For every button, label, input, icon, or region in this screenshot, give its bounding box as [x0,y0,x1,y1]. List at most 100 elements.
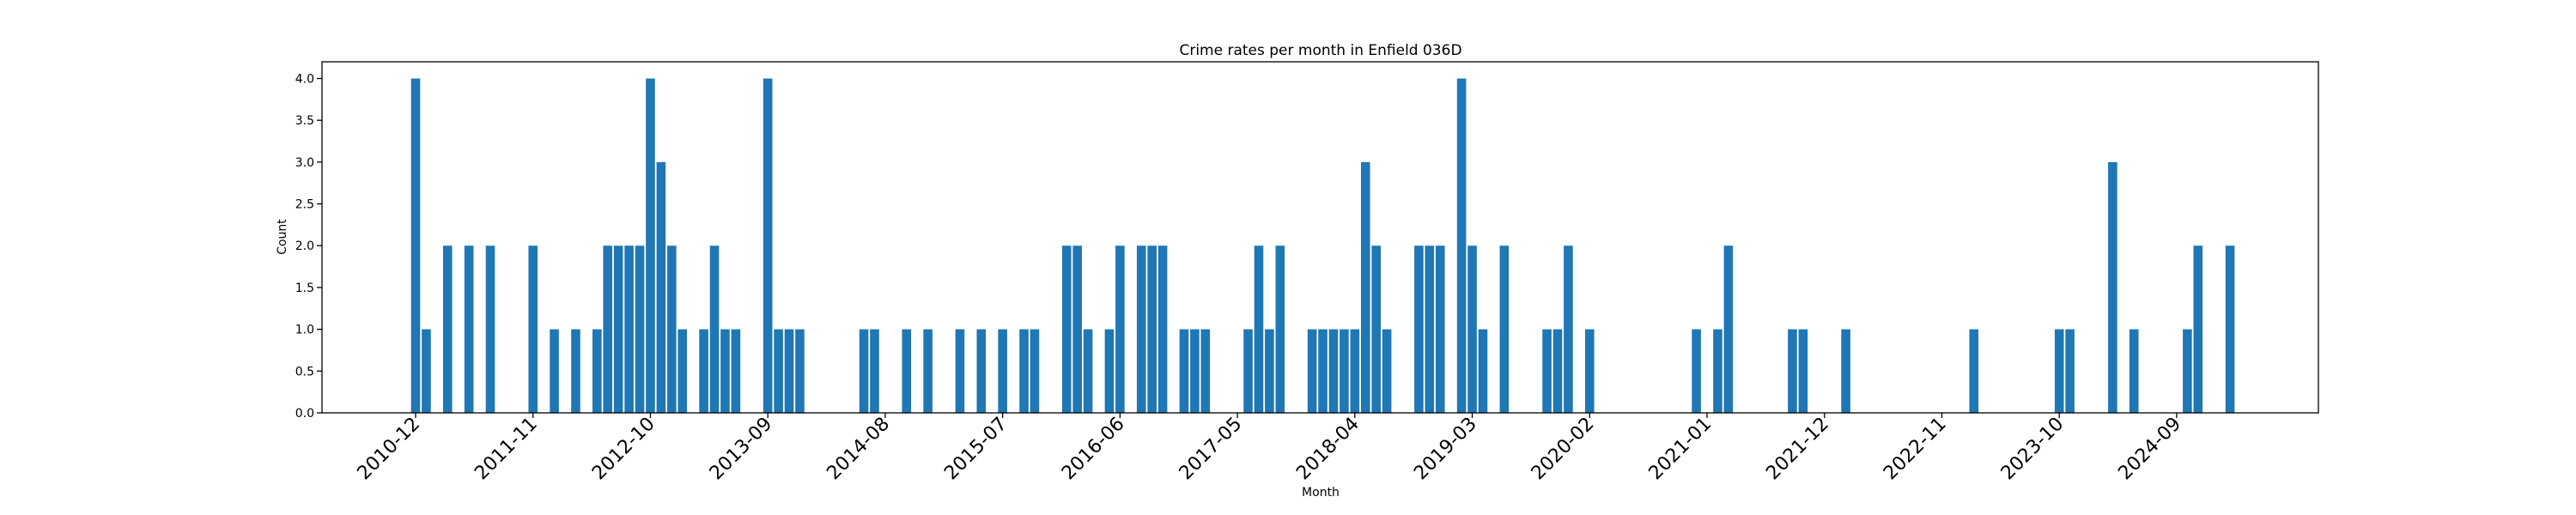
bar-2015-09 [1019,329,1029,413]
bar-2010-12 [410,78,421,413]
x-tick-label: 2014-08 [823,414,894,485]
bar-2015-05 [976,329,987,413]
bar-2021-03 [1723,245,1734,413]
x-tick-label: 2012-10 [588,414,659,485]
bar-2011-01 [422,329,431,413]
bar-2018-07 [1382,329,1392,413]
x-tick-label: 2011-11 [471,414,542,485]
x-axis: 2010-12 2011-11 2012-10 2013-09 2014-08 2015-… [354,413,2185,485]
y-tick-label: 2.5 [295,198,314,212]
bar-2014-06 [859,329,869,413]
x-tick-label: 2020-02 [1528,414,1599,485]
x-tick-label: 2022-11 [1880,414,1951,485]
bar-2018-02 [1328,329,1339,413]
bar-2018-05 [1360,161,1370,414]
bar-2013-10 [774,329,783,413]
bar-2018-06 [1371,245,1381,413]
bar-2021-02 [1713,329,1722,413]
x-tick-label: 2021-12 [1762,414,1833,485]
bar-2012-07 [613,245,623,413]
y-axis-label: Count [276,219,289,255]
bar-2016-05 [1104,329,1115,413]
bar-2012-01 [550,329,559,413]
bar-2012-09 [635,245,645,413]
bar-2018-03 [1340,329,1349,413]
bar-2017-07 [1254,245,1264,413]
x-axis-label: Month [1302,486,1340,500]
bar-2018-11 [1425,245,1435,413]
bar-2015-10 [1030,329,1040,413]
y-tick-label: 1.0 [295,324,314,337]
bar-2011-11 [528,245,538,413]
bar-2016-03 [1083,329,1093,413]
bar-2013-01 [677,329,688,413]
bar-2012-06 [603,245,613,413]
bar-2019-04 [1478,329,1488,413]
plot-frame [321,61,2319,414]
x-tick-label: 2018-04 [1292,414,1364,485]
bar-2017-12 [1307,329,1317,413]
bar-2019-06 [1499,245,1510,413]
x-tick-label: 2024-09 [2114,414,2185,485]
bar-2012-08 [624,245,634,413]
bar-2019-02 [1456,78,1467,413]
bar-2023-10 [2054,329,2064,413]
bar-2012-05 [592,329,602,413]
bar-2012-11 [656,161,666,414]
bar-2019-10 [1542,329,1552,413]
bar-2014-07 [870,329,879,413]
bar-2015-03 [955,329,965,413]
bar-2013-11 [784,329,794,413]
bar-2016-12 [1179,329,1189,413]
bar-2011-05 [464,245,474,413]
bar-2014-10 [902,329,912,413]
bar-2020-12 [1692,329,1701,413]
y-tick-label: 3.5 [295,114,314,128]
bar-2011-07 [485,245,495,413]
bar-2016-09 [1147,245,1157,413]
y-tick-label: 1.5 [295,282,314,295]
bar-2017-01 [1190,329,1200,413]
bar-2017-06 [1243,329,1253,413]
y-tick-label: 0.5 [295,365,314,379]
bar-2013-09 [762,78,773,413]
bar-2016-01 [1061,245,1072,413]
y-axis: 0.0 0.5 1.0 1.5 2.0 2.5 3.0 3.5 4.0 [295,72,322,421]
bar-2017-09 [1275,245,1285,413]
bar-2019-03 [1467,245,1477,413]
bar-2024-03 [2108,161,2117,414]
x-tick-label: 2015-07 [940,414,1012,485]
y-tick-label: 0.0 [295,407,314,421]
bar-2019-11 [1552,329,1563,413]
bar-2012-12 [667,245,677,413]
y-tick-label: 2.0 [295,239,314,253]
bar-2024-10 [2183,329,2192,413]
x-tick-label: 2017-05 [1176,414,1247,485]
y-tick-label: 4.0 [295,72,314,86]
x-tick-label: 2016-06 [1058,414,1129,485]
bar-2016-06 [1115,245,1125,413]
bar-2021-09 [1788,329,1797,413]
bar-2019-12 [1564,245,1573,413]
bar-2012-10 [646,78,655,413]
bar-2013-05 [720,329,730,413]
bar-2022-02 [1841,329,1850,413]
bar-2021-10 [1798,329,1808,413]
bar-2024-11 [2193,245,2203,413]
x-tick-label: 2013-09 [706,414,777,485]
x-tick-label: 2010-12 [354,414,425,485]
x-tick-label: 2021-01 [1645,414,1716,485]
bar-2020-02 [1585,329,1595,413]
bar-2025-02 [2225,245,2235,413]
bar-2018-04 [1350,329,1360,413]
bar-2013-06 [731,329,741,413]
bar-2015-07 [998,329,1007,413]
bar-2017-08 [1265,329,1274,413]
bar-2016-10 [1157,245,1168,413]
bar-2018-12 [1435,245,1445,413]
chart-title: Crime rates per month in Enfield 036D [1179,42,1461,59]
bar-2016-02 [1072,245,1082,413]
bar-2023-11 [2065,329,2075,413]
bar-2018-10 [1414,245,1424,413]
